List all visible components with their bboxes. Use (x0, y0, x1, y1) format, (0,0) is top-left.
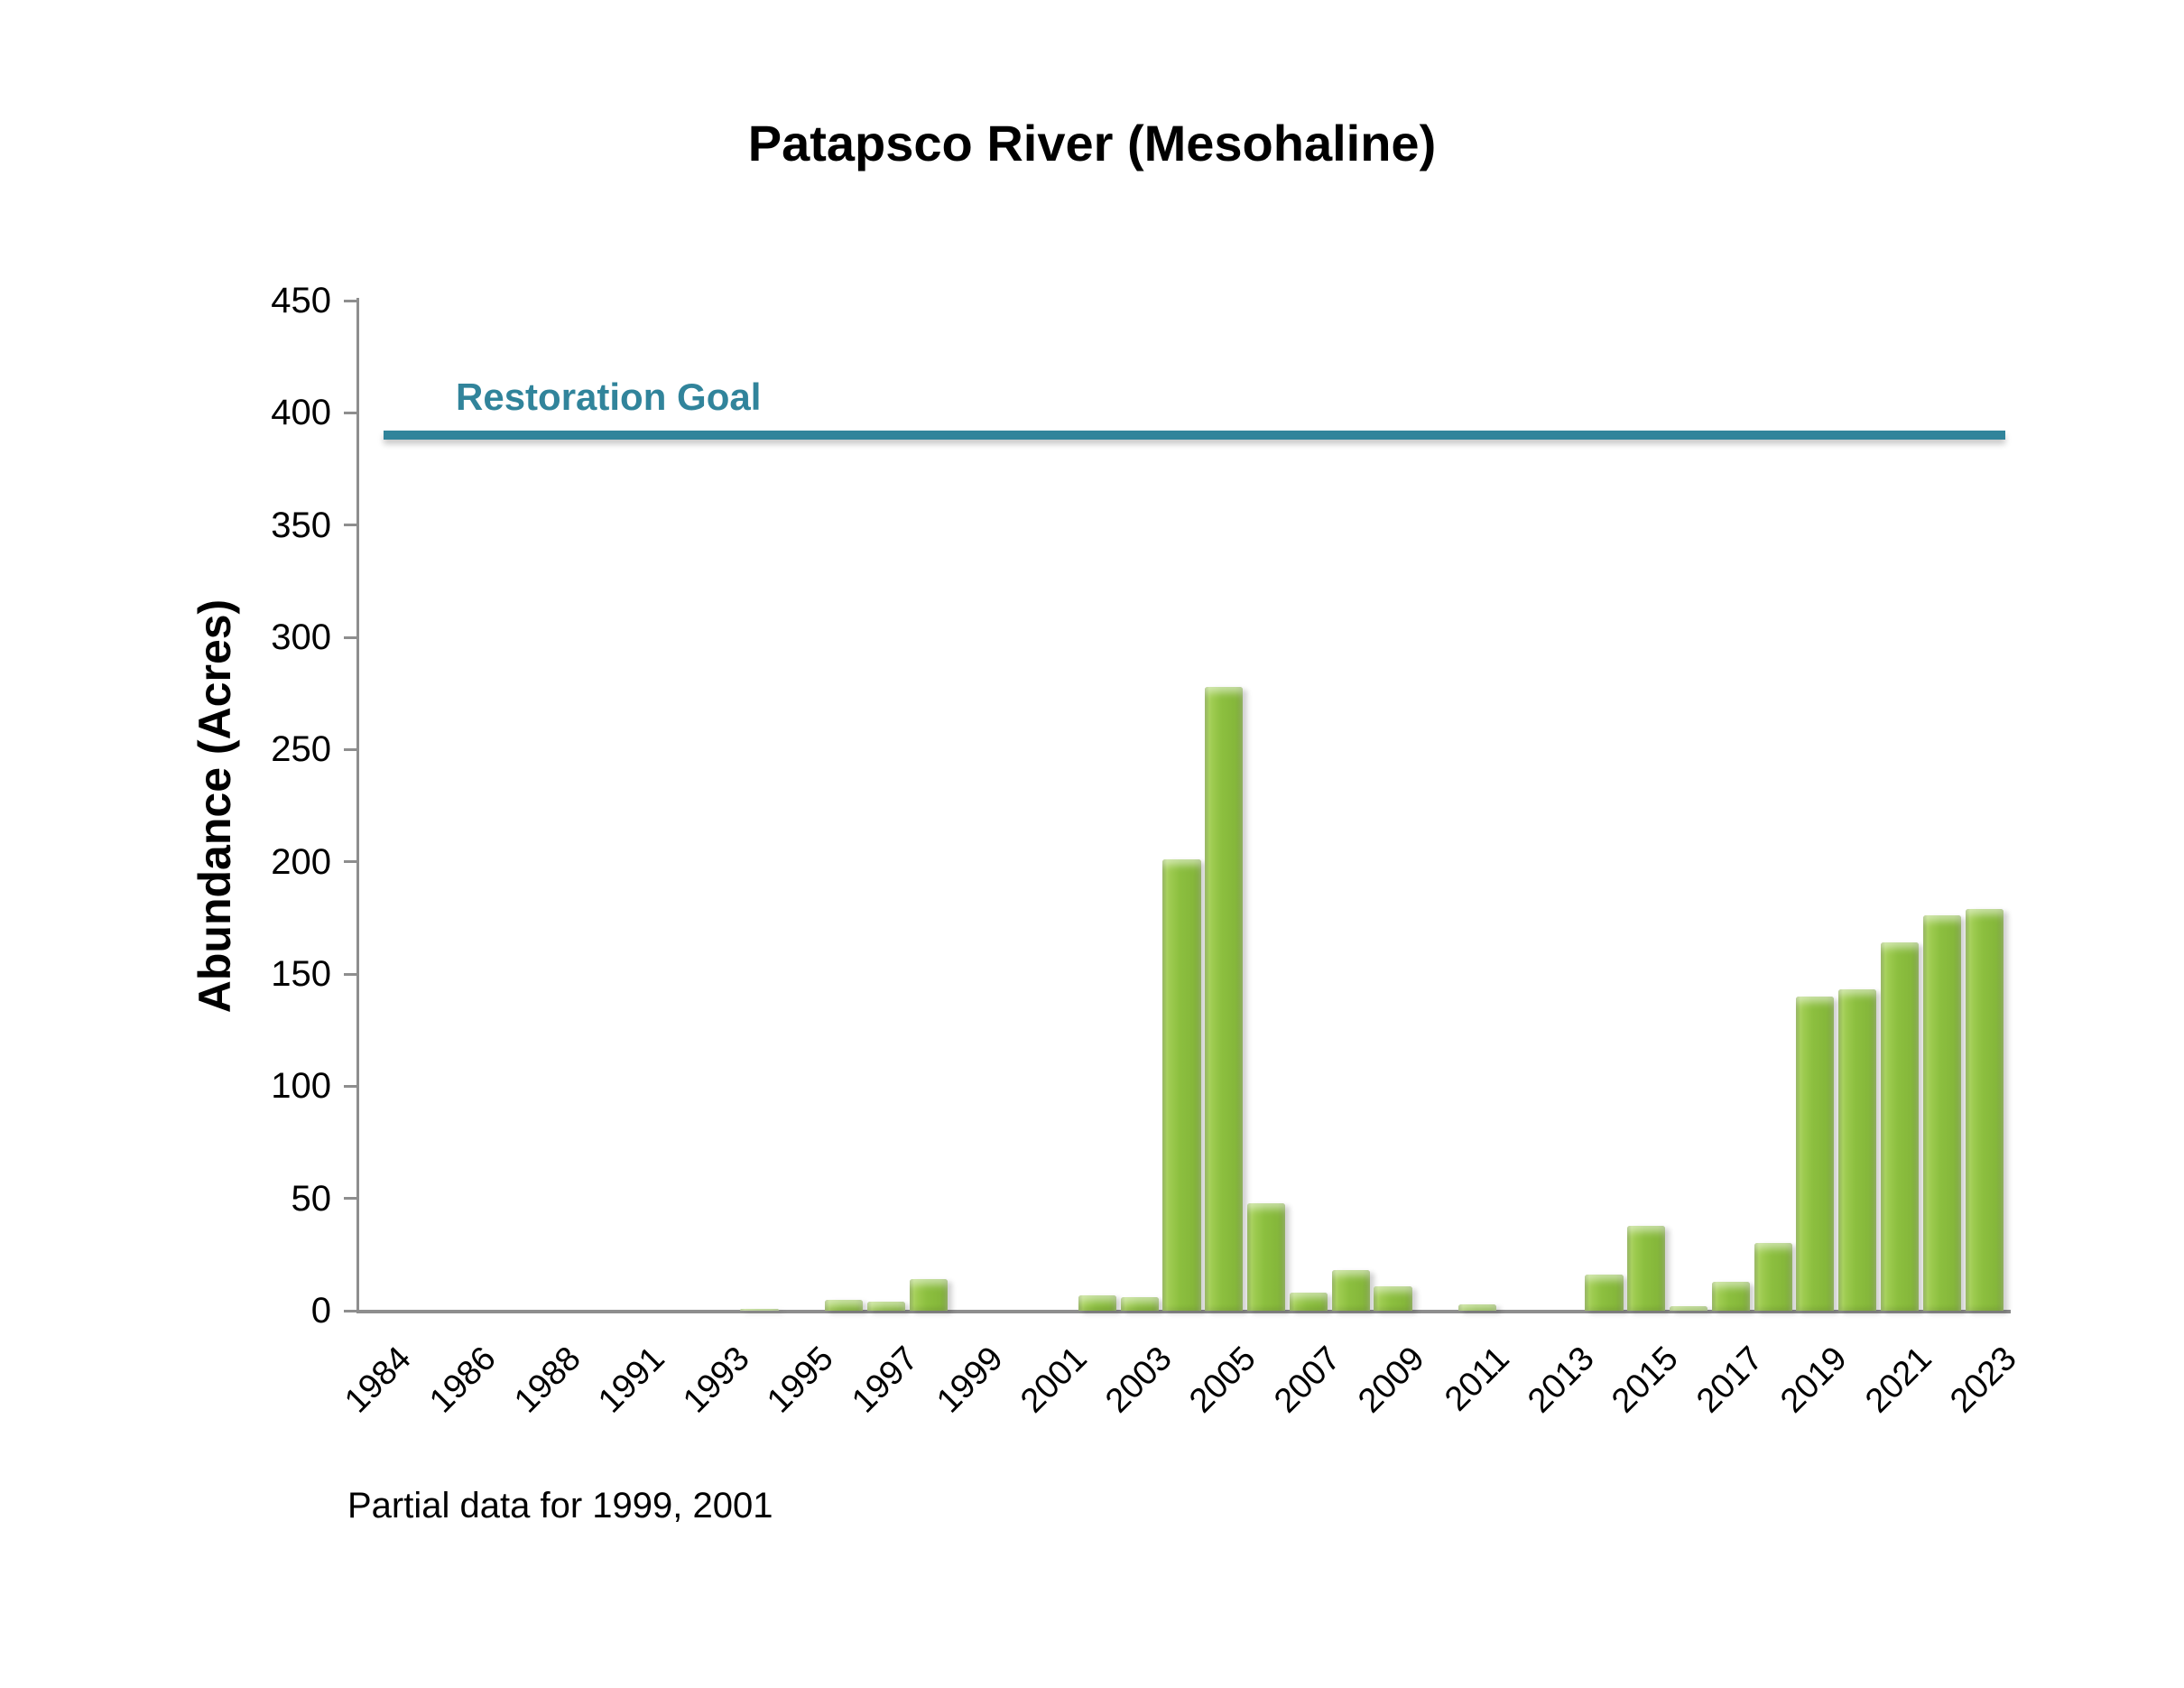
x-tick-label: 1999 (929, 1340, 1011, 1421)
y-tick-label: 200 (271, 841, 331, 882)
bar-2014 (1585, 1275, 1624, 1311)
x-tick-label: 2019 (1773, 1340, 1855, 1421)
x-tick-label: 2017 (1689, 1340, 1771, 1421)
restoration-goal-line (384, 431, 2005, 441)
bar-2002 (1078, 1294, 1116, 1311)
y-tick-label: 450 (271, 281, 331, 320)
y-tick-label: 50 (291, 1178, 332, 1219)
x-tick-label: 2015 (1605, 1340, 1686, 1421)
x-tick-label: 1991 (591, 1340, 672, 1421)
bar-2018 (1754, 1243, 1792, 1311)
x-tick-label: 2007 (1267, 1340, 1348, 1421)
bar-2021 (1880, 942, 1920, 1311)
bar-2022 (1922, 915, 1961, 1311)
bar-2005 (1205, 686, 1244, 1311)
y-tick-mark (344, 747, 356, 751)
bar-1998 (909, 1279, 948, 1311)
y-tick-mark (344, 972, 356, 976)
bar-2016 (1669, 1306, 1708, 1311)
bar-2015 (1627, 1225, 1666, 1311)
bar-2009 (1374, 1285, 1412, 1311)
y-tick-label: 250 (271, 729, 331, 770)
x-tick-label: 1984 (338, 1340, 420, 1421)
bar-2019 (1796, 996, 1835, 1311)
x-tick-label: 2023 (1942, 1340, 2024, 1421)
bar-1994 (740, 1308, 779, 1311)
bar-2007 (1289, 1293, 1328, 1311)
y-axis-title: Abundance (Acres) (190, 598, 240, 1014)
y-tick-label: 100 (271, 1066, 331, 1107)
bar-1997 (866, 1302, 905, 1311)
x-tick-label: 2021 (1858, 1340, 1939, 1421)
y-tick-mark (344, 524, 356, 527)
x-tick-label: 1997 (845, 1340, 926, 1421)
x-axis-line (356, 1310, 2011, 1313)
bar-1996 (825, 1299, 864, 1311)
bar-2011 (1458, 1303, 1497, 1311)
y-tick-mark (344, 1197, 356, 1201)
x-tick-label: 1995 (760, 1340, 842, 1421)
x-tick-label: 2011 (1438, 1340, 1517, 1419)
y-tick-mark (344, 411, 356, 414)
y-tick-label: 150 (271, 954, 331, 994)
y-tick-mark (344, 299, 356, 302)
x-tick-label: 1988 (506, 1340, 588, 1421)
y-tick-label: 350 (271, 505, 331, 545)
bar-2004 (1162, 859, 1201, 1311)
y-tick-mark (344, 860, 356, 864)
chart-title: Patapsco River (Mesohaline) (747, 115, 1437, 172)
x-tick-label: 1993 (675, 1340, 757, 1421)
bar-2017 (1711, 1281, 1750, 1311)
y-tick-mark (344, 1309, 356, 1312)
y-axis-line (356, 298, 359, 1313)
partial-data-note: Partial data for 1999, 2001 (347, 1486, 773, 1526)
bar-2020 (1838, 989, 1877, 1311)
y-tick-mark (344, 635, 356, 639)
x-tick-label: 2009 (1351, 1340, 1433, 1421)
restoration-goal-label: Restoration Goal (456, 376, 762, 418)
x-tick-label: 1986 (422, 1340, 504, 1421)
bar-2006 (1247, 1202, 1286, 1311)
x-tick-label: 2013 (1520, 1340, 1602, 1421)
y-tick-mark (344, 1084, 356, 1088)
bar-2023 (1965, 908, 2004, 1311)
y-tick-label: 0 (310, 1291, 331, 1331)
x-tick-label: 2003 (1097, 1340, 1180, 1421)
x-tick-label: 2001 (1013, 1340, 1095, 1421)
bar-2008 (1331, 1270, 1370, 1311)
bar-2003 (1120, 1297, 1159, 1311)
x-tick-label: 2005 (1182, 1340, 1263, 1421)
y-tick-label: 300 (271, 617, 331, 657)
y-tick-label: 400 (271, 393, 331, 433)
